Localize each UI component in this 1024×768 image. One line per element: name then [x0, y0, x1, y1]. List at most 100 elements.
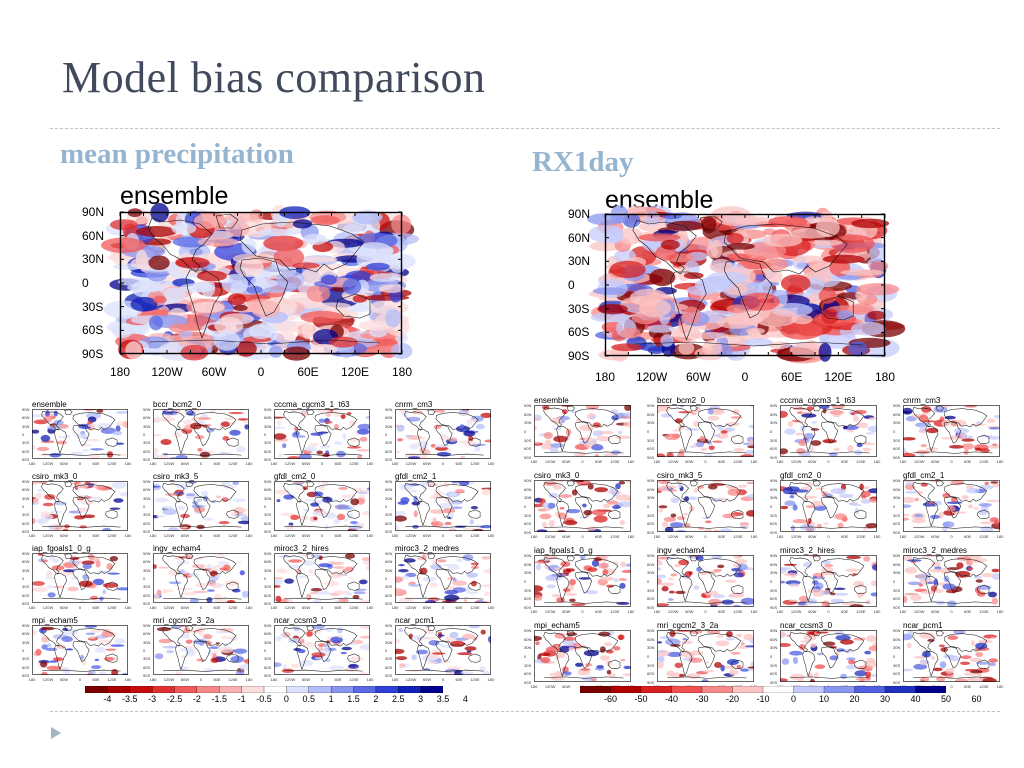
mini-lat-label: 60S: [385, 664, 393, 670]
mini-lat-label: 0: [22, 648, 25, 653]
mini-lat-label: 90S: [143, 673, 151, 678]
mini-lat-label: 30N: [524, 570, 532, 576]
mini-lat-label: 90N: [264, 407, 272, 412]
colorbar-tick-label: 3: [418, 694, 424, 704]
mini-lat-label: 0: [22, 576, 25, 581]
model-map-csiro-mk3-0: [534, 480, 631, 532]
mini-lat-label: 30N: [264, 639, 272, 645]
mini-lon-label: 0: [704, 609, 707, 614]
colorbar-tick-label: 30: [879, 694, 891, 704]
model-panel-ingv-echam4: ingv_echam4 90N 60N 30N 0 30S 60S 90S 180 120W 60W…: [647, 546, 758, 616]
mini-lat-label: 0: [143, 648, 146, 653]
mini-lat-label: 90S: [264, 457, 272, 462]
mini-lon-label: 60W: [685, 609, 694, 614]
mini-lat-label: 60N: [264, 487, 272, 493]
model-panel-gfdl-cm2-1: gfdl_cm2_1 90N 60N 30N 0 30S 60S 90S 180 120W 60W 0…: [893, 471, 1004, 541]
colorbar-tick-label: 10: [818, 694, 830, 704]
mini-lon-label: 0: [199, 677, 203, 682]
mini-lat-label: 30S: [893, 662, 901, 668]
mini-lat-label: 60N: [385, 559, 393, 565]
colorbar-mean-precip: [85, 686, 443, 693]
mini-lon-label: 120W: [544, 684, 556, 689]
mini-lon-label: 180: [28, 533, 36, 538]
mini-lat-label: 90N: [385, 551, 393, 556]
colorbar-swatch: [286, 686, 310, 693]
mini-lat-label: 60N: [770, 486, 778, 492]
colorbar-tick-label: -10: [756, 694, 770, 704]
colorbar-swatch: [701, 686, 733, 693]
model-panel-title: mri_cgcm2_3_2a: [657, 621, 719, 630]
mini-lat-label: 90N: [143, 623, 151, 628]
mini-lat-label: 60S: [893, 596, 901, 602]
mini-lat-label: 60S: [143, 520, 151, 526]
colorbar-swatch: [793, 686, 825, 693]
mini-lon-label: 180: [776, 459, 784, 464]
mini-lon-label: 60E: [455, 461, 463, 466]
mini-lat-label: 60S: [524, 596, 532, 602]
mini-lon-label: 180: [487, 533, 495, 538]
model-map-mri-cgcm2-3-2a: [153, 625, 249, 675]
mini-lon-label: 120W: [405, 461, 417, 466]
mini-lon-label: 60E: [964, 534, 972, 539]
model-panel-mpi-echam5: mpi_echam590N60N30N030S60S90S180120W60W0…: [524, 621, 635, 691]
mini-lon-label: 120W: [163, 605, 175, 610]
mini-lat-label: 60N: [143, 415, 151, 421]
colorbar-swatch: [732, 686, 764, 693]
mini-lon-label: 60E: [964, 459, 972, 464]
lat-tick-label: 60N: [568, 230, 591, 245]
mini-lon-label: 0: [950, 534, 953, 539]
mini-lon-label: 120W: [163, 677, 175, 682]
mini-lon-label: 120W: [163, 461, 175, 466]
mini-lat-label: 90S: [647, 455, 655, 460]
mini-lon-label: 180: [750, 534, 758, 539]
mini-lat-label: 60N: [385, 487, 393, 493]
mini-lat-label: 30S: [524, 512, 532, 518]
mini-lon-label: 0: [581, 609, 584, 614]
mini-lon-label: 60W: [180, 461, 190, 466]
model-panel-title: gfdl_cm2_0: [274, 472, 316, 481]
mini-lat-label: 0: [770, 429, 773, 434]
mini-lat-label: 30N: [647, 420, 655, 426]
mini-lat-label: 90S: [647, 530, 655, 535]
colorbar-tick-label: 0: [283, 694, 289, 704]
mini-lat-label: 30S: [385, 440, 393, 446]
model-panel-title: bccr_bcm2_0: [657, 396, 706, 405]
mini-lat-label: 60N: [385, 415, 393, 421]
mini-lat-label: 60N: [22, 487, 30, 493]
model-map-ensemble: [32, 409, 128, 459]
mini-lat-label: 30N: [264, 495, 272, 501]
mini-lon-label: 180: [899, 609, 907, 614]
colorbar-tick-label: -2: [192, 694, 201, 704]
mini-lat-label: 30N: [770, 570, 778, 576]
mini-lon-label: 180: [750, 609, 758, 614]
model-panel-bccr-bcm2-0: bccr_bcm2_0 90N 60N 30N 0 30S 60S 90S 180 120W 60W…: [647, 396, 758, 466]
colorbar-tick-label: -20: [725, 694, 740, 704]
model-map-miroc3-2-hires: [780, 555, 877, 607]
mini-lat-label: 60S: [22, 592, 30, 598]
colorbar-tick-label: -30: [695, 694, 709, 704]
mini-lon-label: 180: [245, 677, 253, 682]
mini-lat-label: 60N: [264, 415, 272, 421]
mini-lon-label: 120E: [349, 533, 359, 538]
mini-lon-label: 120E: [107, 605, 117, 610]
mini-lon-label: 120W: [544, 534, 556, 539]
mini-lon-label: 60E: [92, 677, 100, 682]
mini-lat-label: 60N: [143, 559, 151, 565]
mini-lon-label: 0: [441, 533, 445, 538]
mini-lat-label: 90N: [893, 628, 901, 633]
mini-lon-label: 60W: [59, 605, 69, 610]
lon-tick-label: 60E: [780, 370, 803, 384]
mini-lon-label: 120W: [913, 459, 925, 464]
play-bullet-icon: [51, 727, 61, 739]
mini-lat-label: 30S: [264, 512, 272, 518]
mini-lon-label: 180: [487, 605, 495, 610]
mini-lat-label: 30S: [770, 662, 778, 668]
mini-lon-label: 120W: [405, 605, 417, 610]
model-map-gfdl-cm2-1: [903, 480, 1000, 532]
mini-lon-label: 60E: [718, 609, 726, 614]
mini-lon-label: 0: [827, 609, 830, 614]
mini-lon-label: 120W: [667, 459, 679, 464]
mini-lon-label: 180: [487, 461, 495, 466]
